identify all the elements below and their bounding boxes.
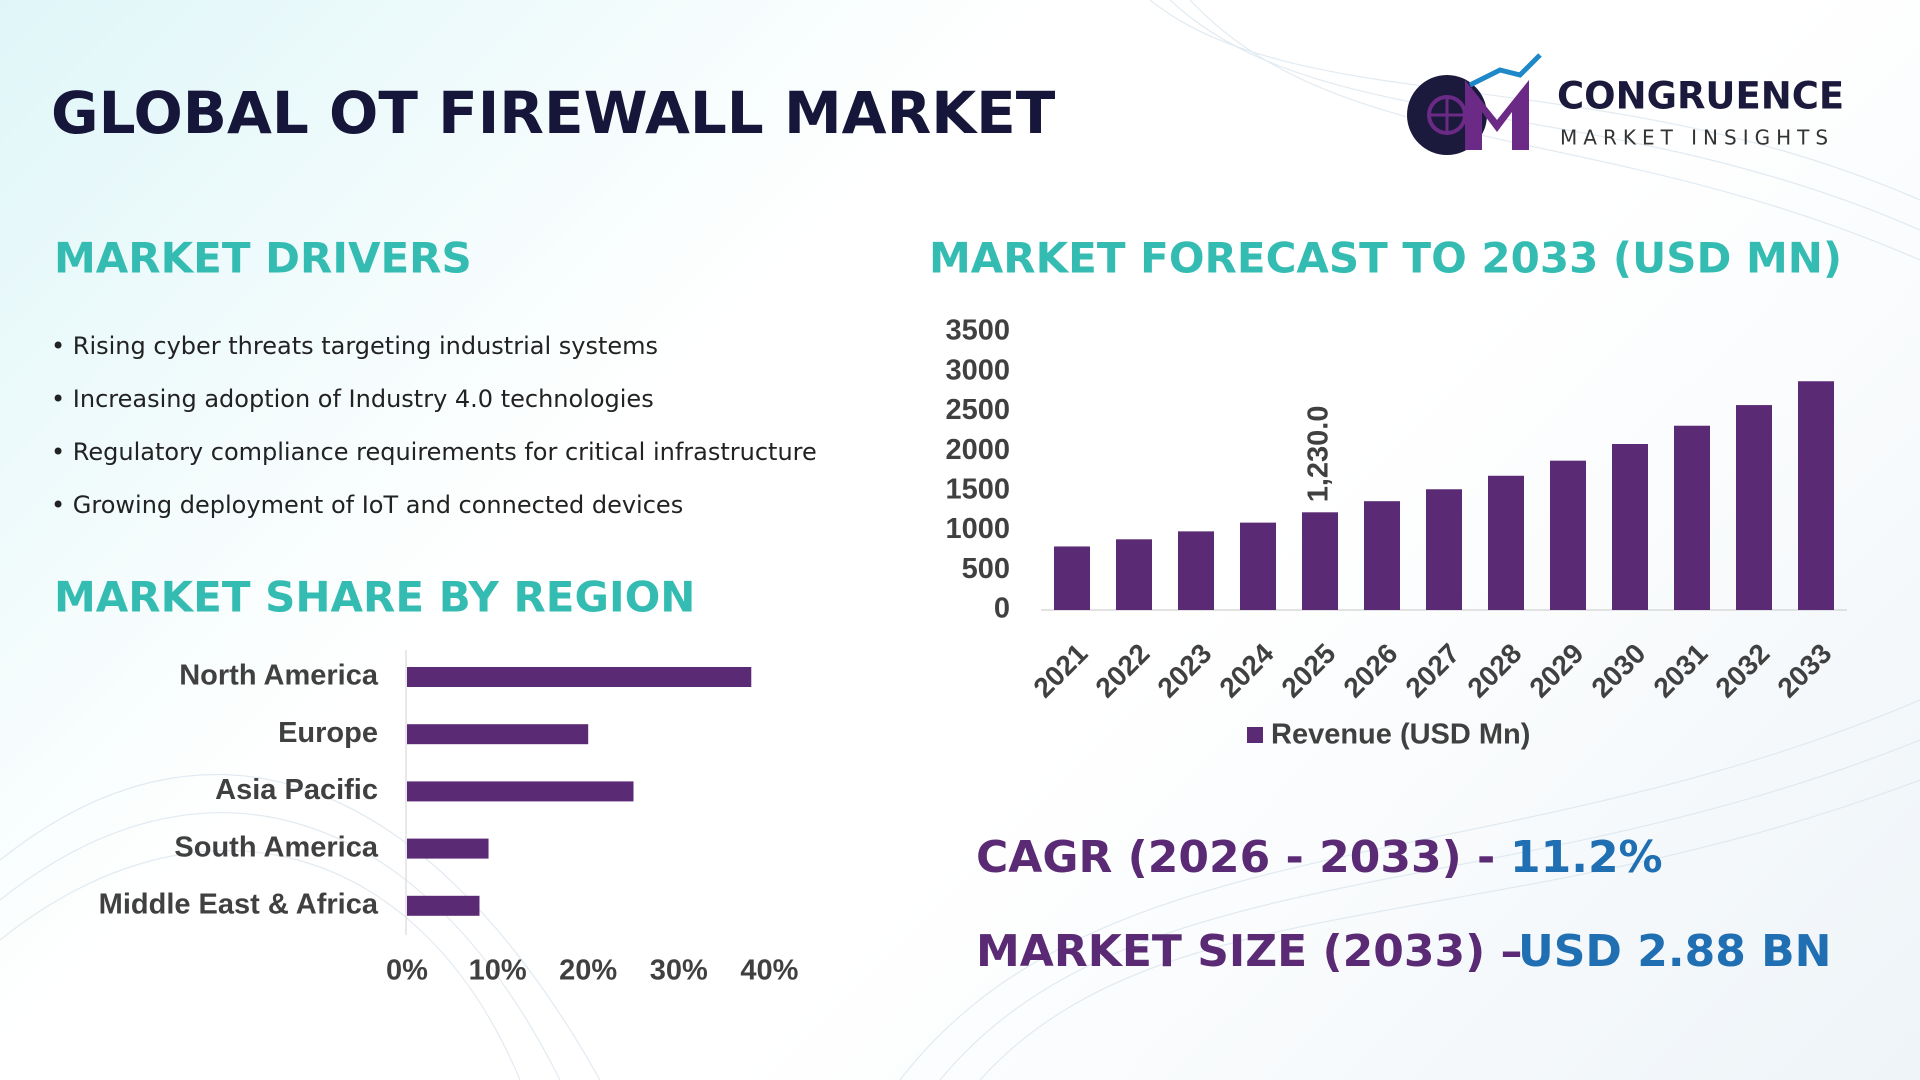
x-tick-label: 0% bbox=[386, 955, 428, 987]
bar bbox=[1054, 546, 1090, 610]
section-title: MARKET DRIVERS bbox=[54, 234, 472, 283]
y-tick-label: Europe bbox=[278, 717, 378, 749]
x-tick-label: 2022 bbox=[1089, 638, 1155, 704]
section-title: MARKET FORECAST TO 2033 (USD MN) bbox=[929, 234, 1842, 283]
y-tick-label: South America bbox=[174, 831, 378, 863]
bar bbox=[1364, 501, 1400, 610]
driver-list: • Rising cyber threats targeting industr… bbox=[51, 332, 817, 519]
legend-swatch bbox=[1247, 727, 1263, 743]
bar bbox=[1798, 381, 1834, 610]
cagr-label: CAGR (2026 - 2033) - bbox=[976, 832, 1495, 883]
bar bbox=[1178, 531, 1214, 610]
logo: CONGRUENCE MARKET INSIGHTS bbox=[1407, 53, 1844, 155]
bar bbox=[1488, 475, 1524, 610]
bar bbox=[1116, 539, 1152, 610]
bar bbox=[407, 895, 480, 916]
y-tick-label: Asia Pacific bbox=[215, 774, 378, 806]
x-tick-label: 2027 bbox=[1399, 638, 1465, 704]
logo-tagline: MARKET INSIGHTS bbox=[1560, 126, 1834, 150]
logo-name: CONGRUENCE bbox=[1557, 75, 1844, 118]
driver-item: • Regulatory compliance requirements for… bbox=[51, 438, 817, 466]
x-tick-label: 2028 bbox=[1461, 638, 1527, 704]
x-tick-label: 2021 bbox=[1027, 638, 1093, 704]
page-title: GLOBAL OT FIREWALL MARKET bbox=[51, 79, 1056, 147]
bar bbox=[1674, 425, 1710, 610]
bar bbox=[407, 781, 634, 802]
driver-item: • Rising cyber threats targeting industr… bbox=[51, 332, 658, 360]
bar bbox=[1736, 405, 1772, 610]
x-tick-label: 40% bbox=[740, 955, 798, 987]
bar bbox=[1612, 443, 1648, 610]
bar bbox=[1426, 489, 1462, 610]
y-tick-label: 3000 bbox=[945, 354, 1010, 386]
size-label: MARKET SIZE (2033) – bbox=[976, 926, 1523, 977]
bar bbox=[407, 838, 489, 859]
y-tick-label: 2000 bbox=[945, 434, 1010, 466]
x-tick-label: 30% bbox=[650, 955, 708, 987]
x-tick-label: 2026 bbox=[1337, 638, 1403, 704]
bar bbox=[1302, 512, 1338, 610]
x-tick-label: 10% bbox=[469, 955, 527, 987]
x-tick-label: 2025 bbox=[1275, 638, 1341, 704]
x-tick-label: 2029 bbox=[1523, 638, 1589, 704]
y-tick-label: 1500 bbox=[945, 474, 1010, 506]
bar bbox=[407, 667, 752, 687]
y-tick-label: 3500 bbox=[945, 315, 1010, 347]
data-label: 1,230.0 bbox=[1303, 406, 1335, 503]
x-tick-label: 2023 bbox=[1151, 638, 1217, 704]
x-tick-label: 2024 bbox=[1213, 637, 1279, 703]
x-tick-label: 2032 bbox=[1709, 638, 1775, 704]
bar bbox=[407, 724, 589, 745]
size-value: USD 2.88 BN bbox=[1518, 926, 1832, 977]
y-tick-label: North America bbox=[179, 660, 379, 692]
x-tick-label: 2031 bbox=[1647, 638, 1713, 704]
y-tick-label: Middle East & Africa bbox=[99, 888, 379, 920]
y-tick-label: 2500 bbox=[945, 394, 1010, 426]
bar bbox=[1550, 460, 1586, 610]
x-tick-label: 20% bbox=[559, 955, 617, 987]
x-tick-label: 2033 bbox=[1771, 638, 1837, 704]
cagr-value: 11.2% bbox=[1510, 832, 1663, 883]
y-tick-label: 1000 bbox=[945, 513, 1010, 545]
y-tick-label: 0 bbox=[994, 593, 1010, 625]
driver-item: • Increasing adoption of Industry 4.0 te… bbox=[51, 385, 654, 413]
x-tick-label: 2030 bbox=[1585, 638, 1651, 704]
y-tick-label: 500 bbox=[962, 553, 1010, 585]
driver-item: • Growing deployment of IoT and connecte… bbox=[51, 491, 683, 519]
bar bbox=[1240, 522, 1276, 610]
section-title: MARKET SHARE BY REGION bbox=[54, 573, 695, 622]
legend-label: Revenue (USD Mn) bbox=[1271, 719, 1530, 751]
